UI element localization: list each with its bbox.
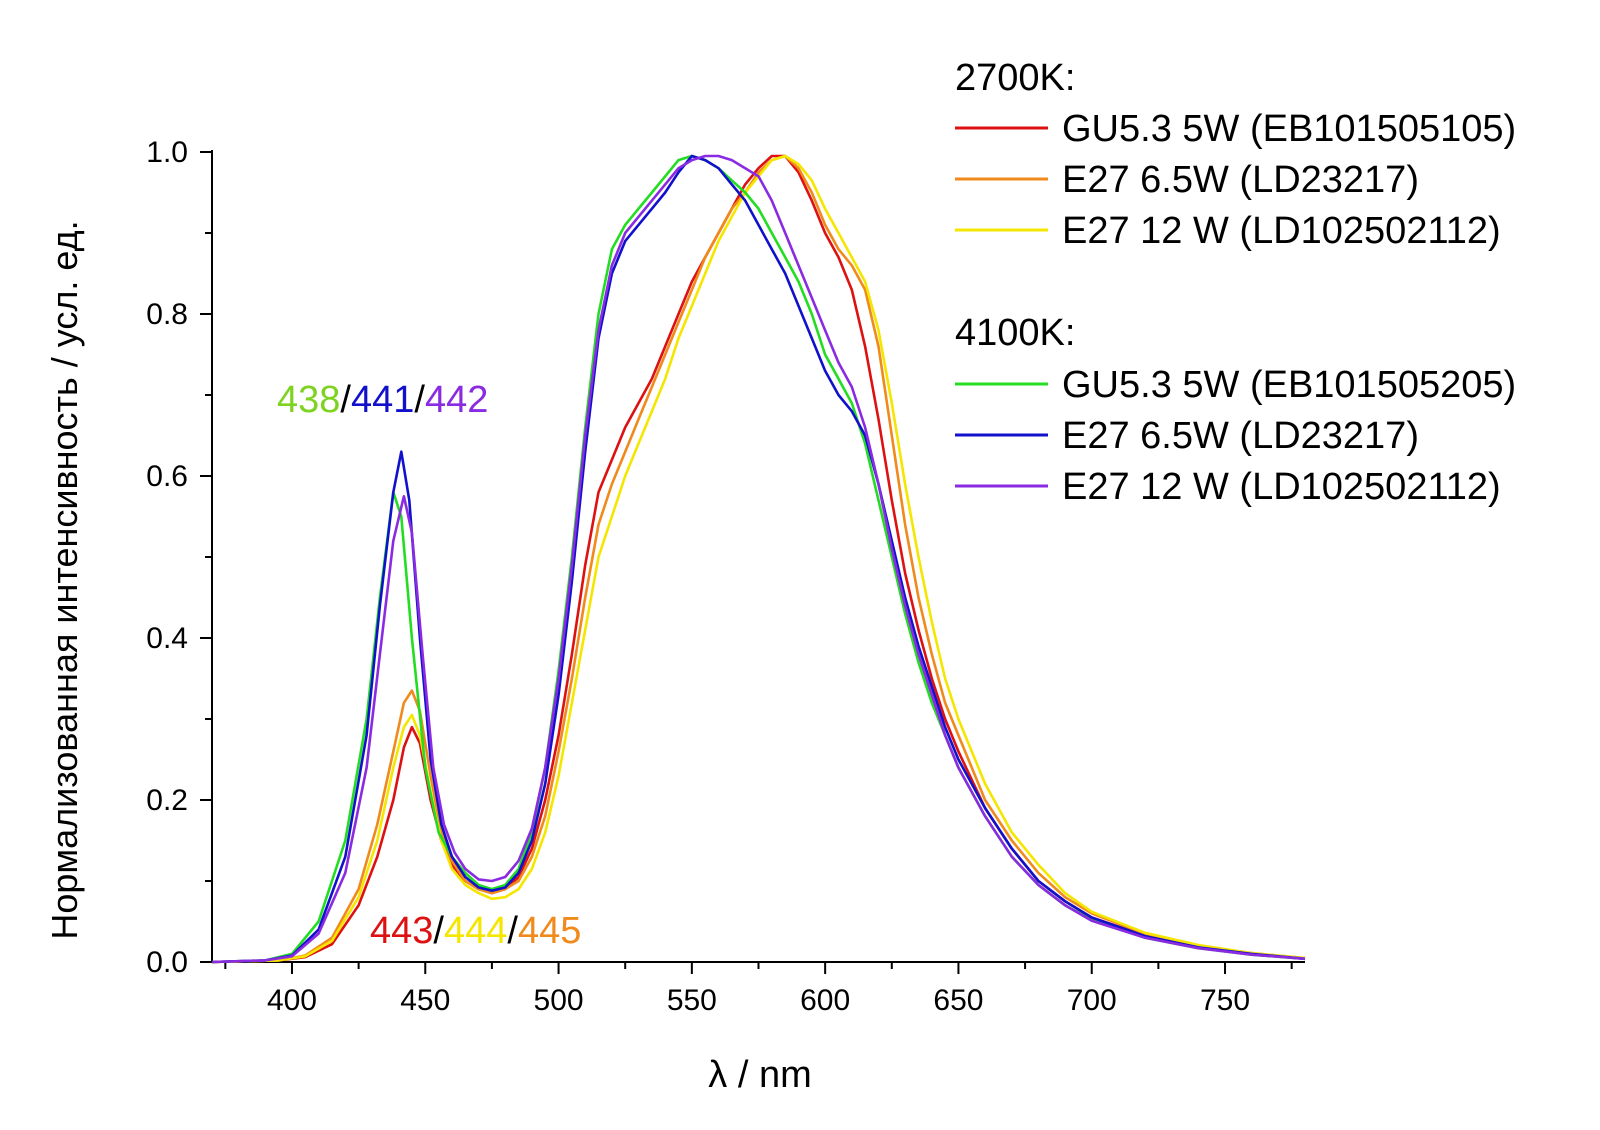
peak-label-443: 443 — [370, 910, 433, 952]
peak-annotation-2700k: 443/444/445 — [370, 910, 581, 952]
x-tick-label: 600 — [800, 984, 850, 1017]
legend-group-title-4100k: 4100K: — [955, 312, 1075, 354]
peak-separator: / — [507, 910, 518, 952]
y-tick-label: 0.4 — [146, 622, 188, 655]
y-tick-label: 1.0 — [146, 136, 188, 169]
peak-label-442: 442 — [425, 379, 488, 421]
y-tick-label: 0.8 — [146, 298, 188, 331]
x-tick-label: 550 — [667, 984, 717, 1017]
series-line — [211, 154, 1306, 964]
y-tick-label: 0.0 — [146, 946, 188, 979]
series-line — [211, 154, 1306, 964]
peak-separator: / — [340, 379, 351, 421]
y-tick-label: 0.2 — [146, 784, 188, 817]
y-tick-label: 0.6 — [146, 460, 188, 493]
legend-entry-label: GU5.3 5W (EB101505105) — [1062, 108, 1516, 150]
x-tick-label: 650 — [933, 984, 983, 1017]
legend-entry-label: E27 6.5W (LD23217) — [1062, 159, 1419, 201]
x-tick-label: 400 — [267, 984, 317, 1017]
peak-annotation-4100k: 438/441/442 — [277, 379, 488, 421]
series-line — [211, 154, 1306, 964]
legend-entry-label: E27 12 W (LD102502112) — [1062, 210, 1501, 252]
peak-label-444: 444 — [444, 910, 507, 952]
x-tick-label: 750 — [1200, 984, 1250, 1017]
legend-group-title-2700k: 2700K: — [955, 57, 1075, 99]
peak-separator: / — [433, 910, 444, 952]
legend: 2700K: GU5.3 5W (EB101505105) E27 6.5W (… — [955, 57, 1516, 508]
legend-entry-label: GU5.3 5W (EB101505205) — [1062, 364, 1516, 406]
peak-label-445: 445 — [518, 910, 581, 952]
peak-separator: / — [414, 379, 425, 421]
series-group — [211, 154, 1306, 964]
y-axis-label: Нормализованная интенсивность / усл. ед. — [44, 220, 85, 939]
x-tick-label: 700 — [1067, 984, 1117, 1017]
x-tick-label: 500 — [534, 984, 584, 1017]
x-tick-label: 450 — [400, 984, 450, 1017]
legend-entry-label: E27 12 W (LD102502112) — [1062, 466, 1501, 508]
peak-label-438: 438 — [277, 379, 340, 421]
peak-label-441: 441 — [351, 379, 414, 421]
x-axis: 400 450 500 550 600 650 700 750 — [212, 961, 1305, 1017]
x-axis-label: λ / nm — [708, 1054, 811, 1096]
y-axis: 0.0 0.2 0.4 0.6 0.8 1.0 — [146, 136, 213, 979]
legend-entry-label: E27 6.5W (LD23217) — [1062, 415, 1419, 457]
